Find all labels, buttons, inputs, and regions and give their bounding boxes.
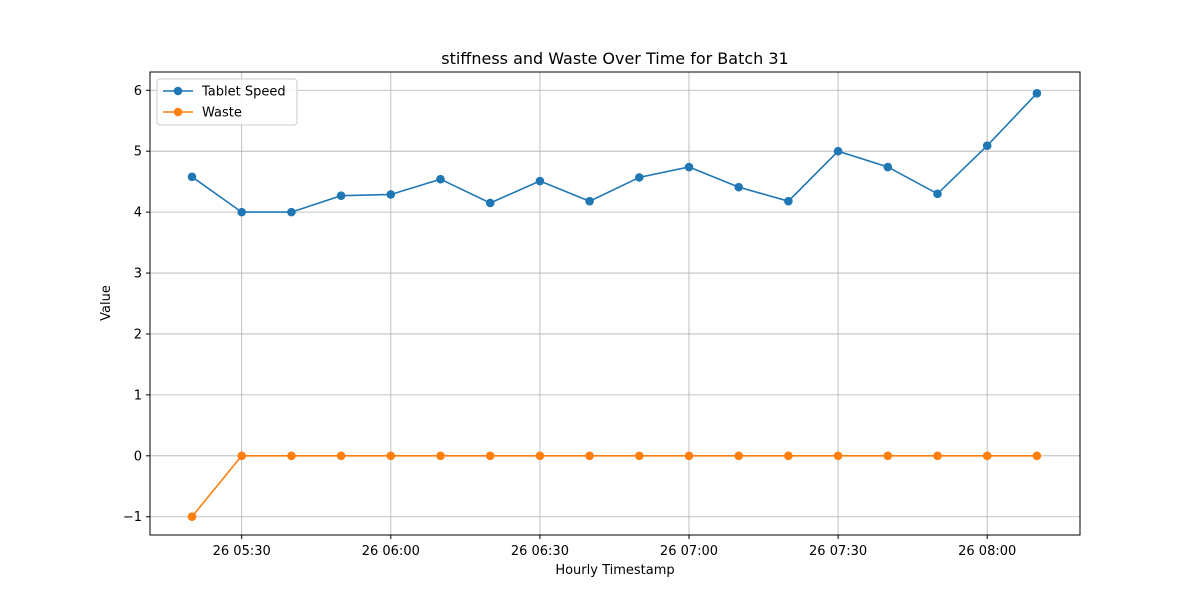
data-point	[883, 451, 893, 461]
legend-marker	[173, 107, 183, 117]
data-point	[833, 451, 843, 461]
y-tick-label: −1	[123, 510, 142, 525]
data-point	[684, 451, 694, 461]
x-tick-label: 26 08:00	[958, 544, 1016, 559]
data-point	[1032, 89, 1042, 98]
data-point	[933, 451, 942, 461]
series-0	[187, 89, 1042, 217]
x-tick-label: 26 07:30	[809, 544, 867, 559]
series-layer	[187, 89, 1042, 522]
y-tick-label: 6	[134, 84, 142, 99]
data-point	[336, 191, 346, 200]
data-point	[784, 451, 793, 461]
data-point	[485, 451, 495, 461]
data-point	[1032, 451, 1042, 461]
plot-frame	[149, 71, 1081, 536]
data-point	[386, 451, 396, 461]
series-line	[191, 92, 1038, 213]
data-point	[585, 451, 594, 461]
data-point	[734, 182, 743, 192]
legend-marker	[173, 86, 183, 96]
x-tick-label: 26 05:30	[213, 544, 271, 559]
data-point	[535, 451, 545, 461]
y-axis: −1 0 1 2 3 4 5 6	[123, 84, 150, 525]
data-point	[287, 451, 296, 461]
data-point	[237, 207, 246, 217]
data-point	[933, 189, 942, 199]
data-point	[237, 451, 246, 461]
data-point	[684, 162, 694, 172]
y-axis-label: Value	[99, 285, 114, 321]
data-point	[485, 198, 495, 208]
data-point	[784, 196, 793, 206]
data-point	[336, 451, 346, 461]
y-tick-label: 3	[134, 267, 142, 282]
x-axis: 26 05:30 26 06:00 26 06:30 26 07:00 26 07:30…	[213, 535, 1016, 559]
y-tick-label: 4	[134, 206, 142, 221]
x-tick-label: 26 07:00	[660, 544, 718, 559]
y-tick-label: 0	[134, 449, 142, 464]
data-point	[386, 190, 396, 199]
x-tick-label: 26 06:30	[511, 544, 569, 559]
legend-entry: Waste	[202, 106, 242, 121]
data-point	[436, 451, 445, 461]
data-point	[982, 451, 992, 461]
data-point	[883, 162, 893, 172]
legend-entry: Tablet Speed	[201, 85, 286, 100]
data-point	[436, 174, 445, 184]
data-point	[187, 172, 197, 182]
series-line	[191, 454, 1037, 518]
x-axis-label: Hourly Timestamp	[555, 563, 674, 578]
data-point	[833, 146, 843, 156]
data-point	[635, 451, 644, 461]
y-tick-label: 2	[134, 327, 142, 342]
data-point	[635, 173, 644, 182]
y-tick-label: 5	[134, 145, 142, 160]
data-point	[287, 207, 296, 217]
chart-title: stiffness and Waste Over Time for Batch …	[441, 49, 788, 68]
data-point	[982, 141, 992, 151]
data-point	[187, 512, 197, 522]
data-point	[535, 176, 545, 186]
y-tick-label: 1	[134, 388, 142, 403]
data-point	[585, 196, 594, 206]
legend: Tablet Speed Waste	[156, 78, 298, 126]
x-tick-label: 26 06:00	[362, 544, 420, 559]
series-1	[187, 451, 1042, 522]
data-point	[734, 451, 743, 461]
